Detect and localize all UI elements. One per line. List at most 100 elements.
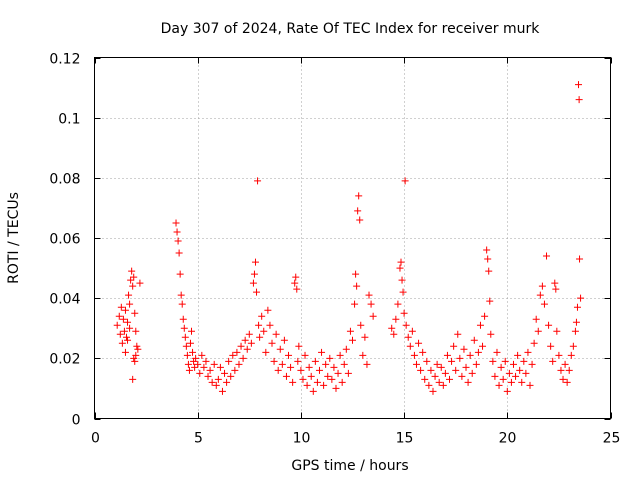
data-point-marker <box>446 375 454 383</box>
data-point-marker <box>179 315 187 323</box>
data-point-marker <box>272 330 280 338</box>
data-point-marker <box>536 291 544 299</box>
data-point-marker <box>126 324 134 332</box>
data-point-marker <box>421 375 429 383</box>
data-point-marker <box>509 360 517 368</box>
data-point-marker <box>507 378 515 386</box>
data-point-marker <box>180 324 188 332</box>
data-point-marker <box>346 327 354 335</box>
data-point-marker <box>172 219 180 227</box>
data-point-marker <box>415 339 423 347</box>
y-tick-label: 0.12 <box>49 52 80 68</box>
data-point-marker <box>212 381 220 389</box>
data-point-marker <box>126 300 134 308</box>
data-point-marker <box>289 378 297 386</box>
data-point-marker <box>503 387 511 395</box>
y-tick-label: 0.06 <box>49 232 80 248</box>
data-point-marker <box>313 378 321 386</box>
data-point-marker <box>233 348 241 356</box>
x-tick-label: 20 <box>499 431 517 447</box>
data-point-marker <box>128 267 136 275</box>
y-axis-label: ROTI / TECUs <box>6 192 22 284</box>
data-point-marker <box>512 372 520 380</box>
data-point-marker <box>489 357 497 365</box>
data-point-marker <box>127 276 135 284</box>
data-point-marker <box>202 357 210 365</box>
data-point-marker <box>532 315 540 323</box>
data-point-marker <box>340 360 348 368</box>
data-point-marker <box>474 348 482 356</box>
data-point-marker <box>131 357 139 365</box>
data-point-marker <box>194 360 202 368</box>
x-tick-label: 5 <box>194 431 203 447</box>
data-point-marker <box>458 372 466 380</box>
data-point-marker <box>534 327 542 335</box>
data-point-marker <box>134 345 142 353</box>
data-point-marker <box>483 246 491 254</box>
data-point-marker <box>487 330 495 338</box>
data-point-marker <box>332 384 340 392</box>
data-point-marker <box>344 369 352 377</box>
x-axis-label: GPS time / hours <box>291 458 408 474</box>
data-point-marker <box>303 381 311 389</box>
data-point-marker <box>412 360 420 368</box>
data-point-marker <box>399 288 407 296</box>
data-point-marker <box>460 345 468 353</box>
data-point-marker <box>448 357 456 365</box>
data-point-marker <box>441 369 449 377</box>
data-point-marker <box>354 207 362 215</box>
data-point-marker <box>450 342 458 350</box>
data-point-marker <box>401 177 409 185</box>
data-point-marker <box>425 381 433 389</box>
data-point-marker <box>555 351 563 359</box>
data-point-marker <box>129 282 137 290</box>
y-tick-label: 0.02 <box>49 352 80 368</box>
data-point-marker <box>266 321 274 329</box>
data-points <box>113 81 585 395</box>
data-point-marker <box>301 351 309 359</box>
data-point-marker <box>516 366 524 374</box>
data-point-marker <box>392 315 400 323</box>
data-point-marker <box>305 363 313 371</box>
data-point-marker <box>356 216 364 224</box>
data-point-marker <box>557 366 565 374</box>
data-point-marker <box>575 81 583 89</box>
data-point-marker <box>184 360 192 368</box>
data-point-marker <box>404 333 412 341</box>
data-point-marker <box>227 372 235 380</box>
data-point-marker <box>328 375 336 383</box>
data-point-marker <box>435 378 443 386</box>
data-point-marker <box>124 336 132 344</box>
data-point-marker <box>499 375 507 383</box>
data-point-marker <box>530 339 538 347</box>
data-point-marker <box>225 357 233 365</box>
data-point-marker <box>237 342 245 350</box>
x-tick-label: 15 <box>396 431 414 447</box>
data-point-marker <box>115 312 123 320</box>
data-point-marker <box>495 381 503 389</box>
data-point-marker <box>121 306 129 314</box>
data-point-marker <box>133 342 141 350</box>
data-point-marker <box>295 342 303 350</box>
data-point-marker <box>397 258 405 266</box>
axis-ticks <box>94 57 612 420</box>
data-point-marker <box>538 282 546 290</box>
data-point-marker <box>174 237 182 245</box>
data-point-marker <box>526 381 534 389</box>
data-point-marker <box>292 273 300 281</box>
data-point-marker <box>250 270 258 278</box>
data-point-marker <box>235 360 243 368</box>
data-point-marker <box>528 360 536 368</box>
data-point-marker <box>293 285 301 293</box>
data-point-marker <box>122 333 130 341</box>
data-point-marker <box>118 339 126 347</box>
data-point-marker <box>334 369 342 377</box>
data-point-marker <box>485 267 493 275</box>
data-point-marker <box>551 279 559 287</box>
data-point-marker <box>200 363 208 371</box>
data-point-marker <box>214 375 222 383</box>
data-point-marker <box>208 378 216 386</box>
data-point-marker <box>365 291 373 299</box>
data-point-marker <box>253 288 261 296</box>
